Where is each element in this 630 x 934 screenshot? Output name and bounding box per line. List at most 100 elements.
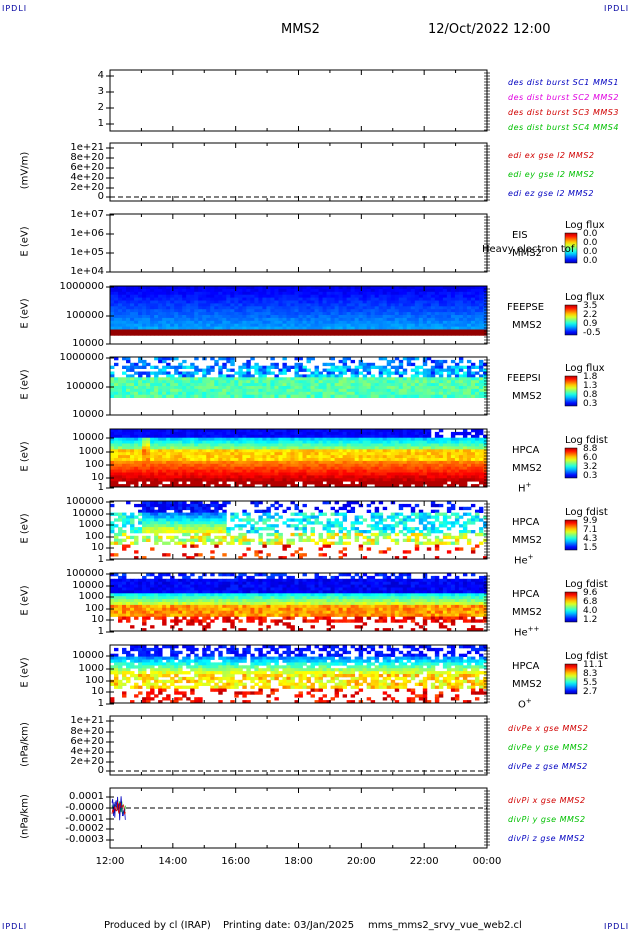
hpca_h-cell [138,449,143,453]
hpca_he-cell [298,535,303,540]
feepse-cell [110,297,115,301]
feepse-cell [298,329,303,333]
feepse-cell [338,309,344,313]
hpca_h-cell [474,434,480,439]
hpca_h-cell [166,478,171,482]
feepse-cell [138,294,143,298]
hpca_h-cell [418,472,424,476]
feepsi-cell [406,388,412,393]
feepsi-cell [414,365,420,369]
hpca_h-cell [446,484,452,488]
feepsi-cell [214,391,219,396]
hpca_h-cell [318,460,323,465]
hpca_h-cell [322,440,327,444]
feepse-cell [246,323,251,327]
feepsi-cell [222,362,227,367]
hpca_h-cell [350,440,356,444]
feepse-cell [278,332,283,336]
feepse-cell [466,312,472,316]
hpca_h-cell [334,460,340,465]
feepsi-cell [198,377,203,381]
hpca_h-cell [150,443,155,447]
feepse-cell [434,326,440,330]
hpca_he-cell [298,527,303,531]
hpca_h-cell [462,472,468,476]
hpca_h-cell [434,458,440,462]
feepse-cell [382,323,388,327]
feepse-cell [138,309,143,313]
feepse-cell [386,320,392,325]
feepsi-cell [442,388,448,393]
hpca_he-cell [270,527,275,531]
hpca_h-cell [214,431,219,436]
feepse-cell [202,303,207,307]
feepse-cell [266,329,271,333]
feepsi-cell [438,371,444,375]
feepsi-cell [366,391,372,396]
feepsi-cell [482,368,488,372]
hpca_he-cell [326,527,331,531]
feepse-cell [410,288,416,293]
feepse-cell [246,315,251,319]
feepse-cell [478,306,484,310]
feepse-cell [190,309,195,313]
hpca_h-cell [170,472,175,476]
feepse-cell [110,300,115,304]
feepsi-cell [410,362,416,367]
hpca_he-cell [310,530,315,534]
hpca_h-cell [354,460,360,465]
feepse-cell [390,306,396,310]
feepse-cell [334,288,340,293]
hpca_h-cell [222,481,227,485]
hpca_h-cell [310,460,315,465]
hpca_h-cell [266,460,271,465]
hpca_h-cell [126,455,131,459]
feepse-cell [258,309,263,313]
feepsi-cell [414,377,420,381]
hpca_h-cell [182,472,187,476]
hpca_he-cell [298,553,303,557]
feepsi-cell [382,380,388,384]
hpca_h-cell [170,440,175,444]
feepsi-cell [482,388,488,393]
feepsi-cell [342,357,348,361]
feepse-cell [246,309,251,313]
hpca_he-cell [294,532,299,537]
hpca_he-cell [142,556,147,560]
feepsi-cell [238,368,243,372]
feepse-cell [286,329,291,333]
feepsi-cell [150,380,155,384]
feepse-cell [254,326,259,330]
hpca_h-cell [334,478,340,482]
feepse-cell [162,309,167,313]
hpca_h-cell [166,443,171,447]
feepse-cell [198,300,203,304]
feepse-cell [338,317,344,322]
feepse-cell [166,332,171,336]
hpca_h-cell [354,446,360,450]
hpca_h-cell [434,472,440,476]
feepse-cell [234,286,239,290]
hpca_h-cell [410,472,416,476]
hpca_h-cell [114,440,119,444]
feepsi-cell [338,377,344,381]
feepsi-cell [426,368,432,372]
feepsi-cell [334,391,340,396]
feepse-cell [370,291,376,296]
feepse-cell [354,297,360,301]
feepse-cell [262,323,267,327]
feepse-cell [454,291,460,296]
hpca_h-cell [422,472,428,476]
feepsi-cell [298,394,303,398]
feepsi-cell [346,386,352,390]
feepse-cell [378,303,384,307]
feepse-cell [238,323,243,327]
hpca_h-cell [402,452,408,456]
feepse-cell [362,315,368,319]
feepse-cell [298,303,303,307]
hpca_h-cell [282,429,287,433]
feepse-cell [110,288,115,293]
hpca_h-cell [226,449,231,453]
feepse-cell [242,303,247,307]
hpca_he-cell [210,527,215,531]
